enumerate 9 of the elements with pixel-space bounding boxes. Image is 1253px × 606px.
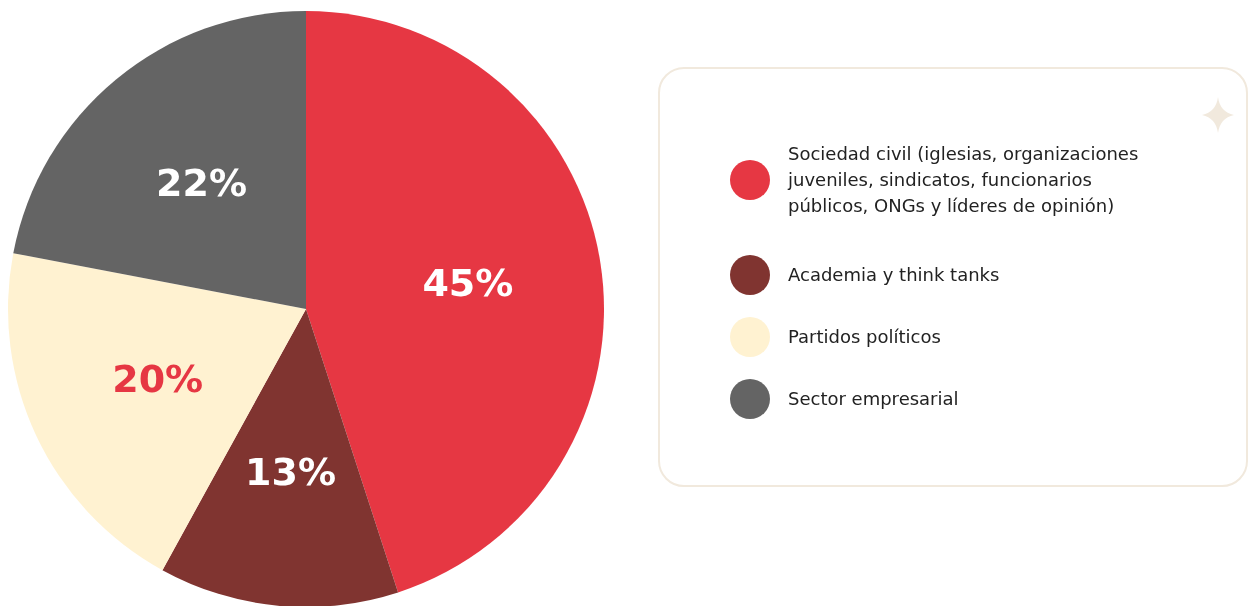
data-label: 22% <box>156 160 248 205</box>
legend-label: Partidos políticos <box>788 325 942 349</box>
pie-slice <box>13 11 306 309</box>
legend-label: Sociedad civil (iglesias, organizaciones juveniles, sindicatos, funcionarios públicos, ONGs y líderes de opinión) <box>788 142 1140 218</box>
data-label: 45% <box>422 261 514 306</box>
data-label: 13% <box>245 450 337 495</box>
legend-label: Sector empresarial <box>788 387 960 411</box>
data-label: 20% <box>112 356 204 401</box>
legend-label: Academia y think tanks <box>788 263 1001 287</box>
